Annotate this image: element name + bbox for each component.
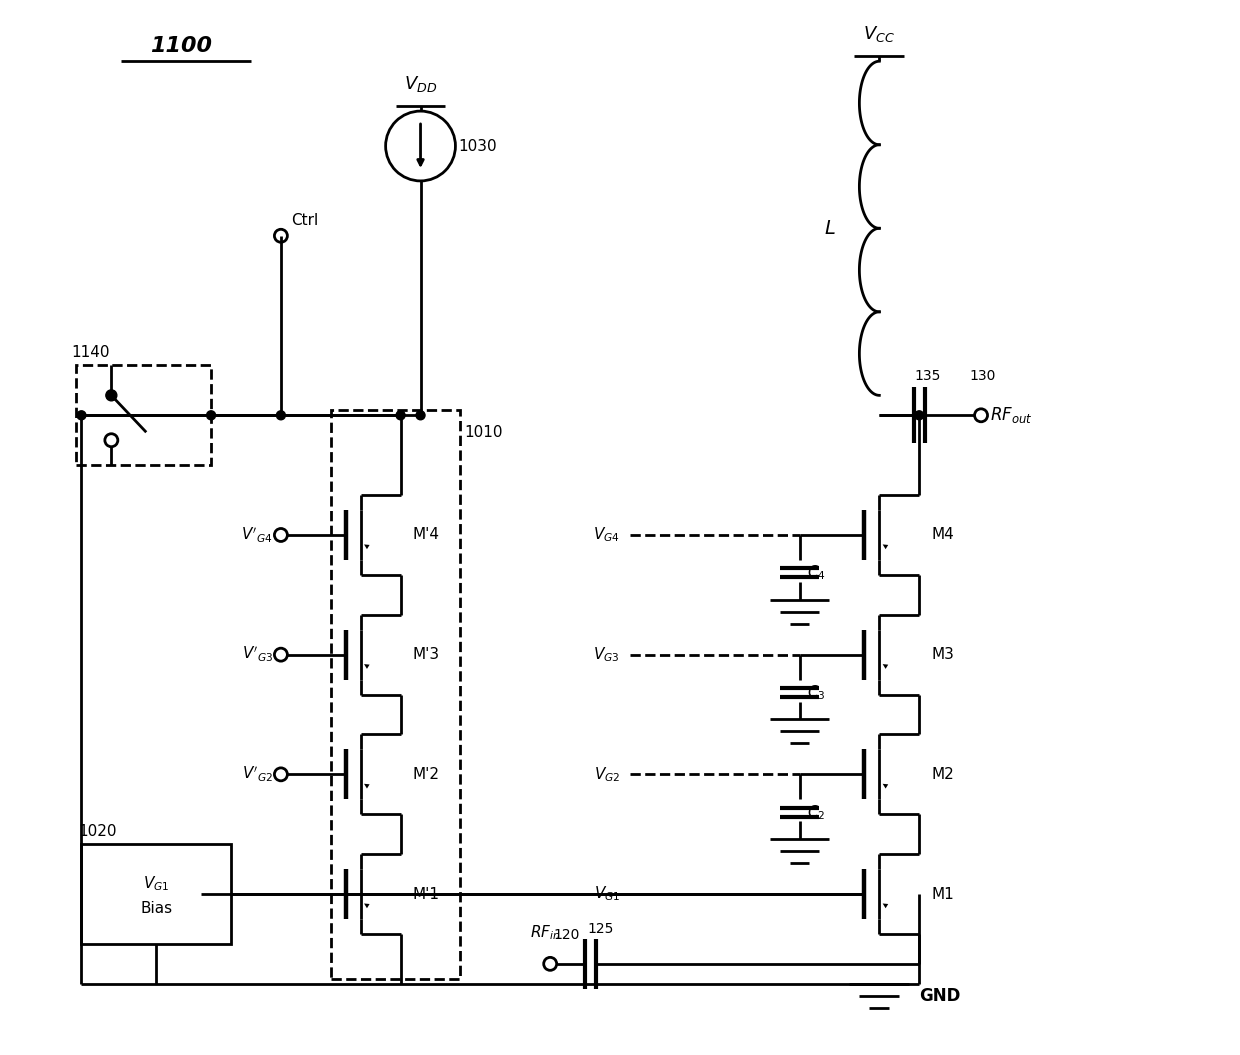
- Bar: [331, 410, 460, 979]
- Text: M'3: M'3: [413, 647, 440, 663]
- Text: M'2: M'2: [413, 767, 439, 782]
- Circle shape: [207, 410, 216, 420]
- Text: 130: 130: [970, 369, 996, 383]
- Text: M'4: M'4: [413, 528, 439, 542]
- Text: M4: M4: [931, 528, 954, 542]
- Text: 125: 125: [587, 922, 614, 936]
- Text: $V_{CC}$: $V_{CC}$: [863, 24, 895, 44]
- Text: 1010: 1010: [465, 425, 503, 440]
- Text: Ctrl: Ctrl: [291, 213, 319, 228]
- Circle shape: [77, 410, 86, 420]
- Text: 1030: 1030: [459, 138, 497, 154]
- Text: $V_{G2}$: $V_{G2}$: [594, 765, 620, 784]
- Text: 120: 120: [553, 928, 579, 942]
- Circle shape: [417, 410, 425, 420]
- Text: M2: M2: [931, 767, 954, 782]
- Text: L: L: [825, 218, 835, 237]
- Circle shape: [915, 410, 924, 420]
- Text: $V'_{G2}$: $V'_{G2}$: [242, 765, 273, 784]
- Text: 1020: 1020: [78, 824, 117, 839]
- Text: GND: GND: [919, 986, 961, 1004]
- Bar: [77, 365, 211, 465]
- Text: $V'_{G3}$: $V'_{G3}$: [242, 645, 273, 665]
- Text: $V_{DD}$: $V_{DD}$: [404, 74, 436, 94]
- Text: 1100: 1100: [150, 36, 212, 56]
- Text: M3: M3: [931, 647, 954, 663]
- Text: M'1: M'1: [413, 886, 439, 902]
- Text: $V'_{G4}$: $V'_{G4}$: [242, 525, 273, 544]
- Circle shape: [105, 390, 117, 401]
- Circle shape: [396, 410, 405, 420]
- Text: $V_{G3}$: $V_{G3}$: [594, 646, 620, 664]
- Text: $RF_{in}$: $RF_{in}$: [529, 923, 560, 942]
- Bar: [82, 844, 231, 944]
- Text: M1: M1: [931, 886, 954, 902]
- Text: $V_{G4}$: $V_{G4}$: [593, 525, 620, 544]
- Text: Bias: Bias: [140, 901, 172, 917]
- Text: $V_{G1}$: $V_{G1}$: [594, 885, 620, 903]
- Text: $C_4$: $C_4$: [806, 563, 826, 582]
- Text: $RF_{out}$: $RF_{out}$: [990, 405, 1033, 425]
- Text: 1140: 1140: [72, 345, 110, 361]
- Text: $C_2$: $C_2$: [806, 803, 825, 822]
- Circle shape: [277, 410, 285, 420]
- Text: $V_{G1}$: $V_{G1}$: [143, 875, 170, 894]
- Text: 135: 135: [914, 369, 941, 383]
- Text: $C_3$: $C_3$: [806, 684, 825, 702]
